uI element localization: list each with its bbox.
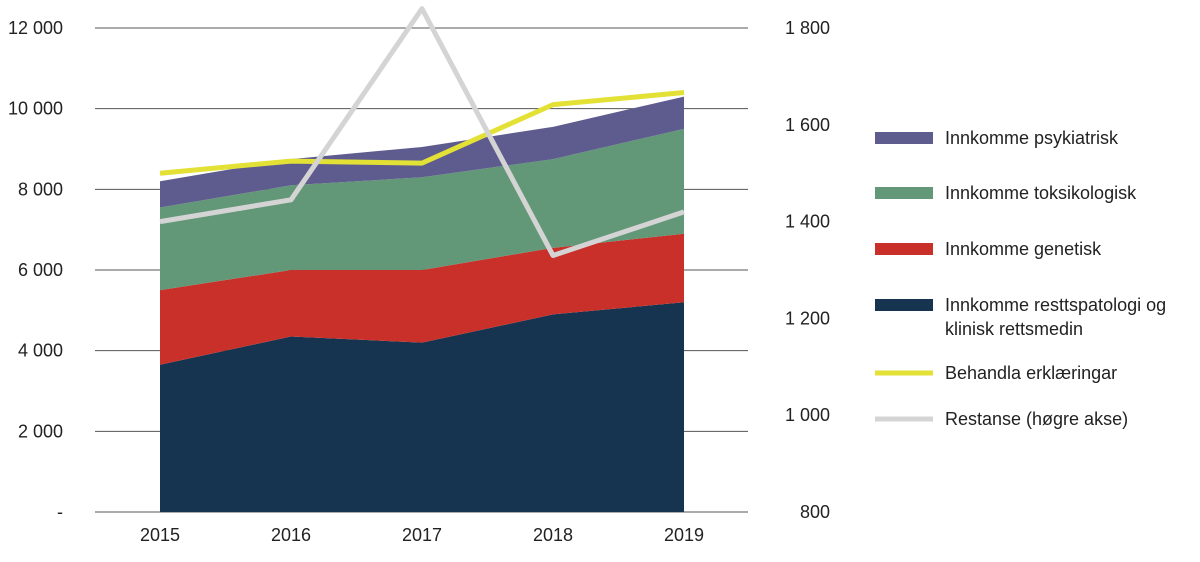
right-axis-tick-label: 1 200 [785, 308, 830, 328]
x-axis: 2015 2016 2017 2018 2019 [140, 525, 704, 545]
left-axis-tick-label: 12 000 [8, 18, 63, 38]
left-axis-tick-label: 2 000 [18, 421, 63, 441]
legend-swatch [875, 299, 933, 311]
right-axis-tick-label: 800 [800, 502, 830, 522]
legend-item-innkomme-resttspatologi-og: Innkomme resttspatologi og klinisk rettsm… [875, 295, 1166, 339]
legend-swatch [875, 187, 933, 199]
legend-label: Innkomme psykiatrisk [945, 128, 1119, 148]
area-innkomme-resttspatologi-og-klinisk-rettsmedin [160, 302, 684, 512]
left-axis-tick-label: 6 000 [18, 260, 63, 280]
left-axis: - 2 000 4 000 6 000 8 000 10 000 12 000 [8, 18, 63, 522]
legend-item-innkomme-toksikologisk: Innkomme toksikologisk [875, 183, 1137, 203]
right-axis: 800 1 000 1 200 1 400 1 600 1 800 [785, 18, 830, 522]
right-axis-tick-label: 1 800 [785, 18, 830, 38]
left-axis-tick-label: 10 000 [8, 99, 63, 119]
line-restanse-h-gre-akse [159, 6, 685, 258]
legend-label: Innkomme genetisk [945, 239, 1102, 259]
left-axis-tick-label: 8 000 [18, 179, 63, 199]
legend-swatch [875, 243, 933, 255]
legend-label: Innkomme toksikologisk [945, 183, 1137, 203]
legend-label: Behandla erklæringar [945, 363, 1117, 383]
lines [159, 6, 685, 258]
legend-label: Restanse (høgre akse) [945, 409, 1128, 429]
stacked-areas [160, 96, 684, 512]
right-axis-tick-label: 1 400 [785, 212, 830, 232]
legend-item-behandla-erkl-ringar: Behandla erklæringar [875, 363, 1117, 383]
area-innkomme-genetisk [160, 233, 684, 365]
x-axis-tick-label: 2017 [402, 525, 442, 545]
right-axis-tick-label: 1 000 [785, 405, 830, 425]
legend-item-innkomme-genetisk: Innkomme genetisk [875, 239, 1102, 259]
legend-swatch [875, 132, 933, 144]
legend-label: Innkomme resttspatologi og klinisk rettsm… [945, 295, 1166, 339]
x-axis-tick-label: 2019 [664, 525, 704, 545]
left-axis-tick-label: 4 000 [18, 341, 63, 361]
line-behandla-erkl-ringar [159, 90, 685, 176]
x-axis-tick-label: 2015 [140, 525, 180, 545]
legend-item-innkomme-psykiatrisk: Innkomme psykiatrisk [875, 128, 1119, 148]
legend: Innkomme psykiatrisk Innkomme toksikologi… [875, 128, 1166, 429]
x-axis-tick-label: 2018 [533, 525, 573, 545]
area-innkomme-toksikologisk [160, 128, 684, 291]
right-axis-tick-label: 1 600 [785, 115, 830, 135]
left-axis-tick-label: - [57, 502, 63, 522]
area-innkomme-psykiatrisk [160, 96, 684, 208]
x-axis-tick-label: 2016 [271, 525, 311, 545]
legend-item-restanse-h-gre-akse: Restanse (høgre akse) [875, 409, 1128, 429]
